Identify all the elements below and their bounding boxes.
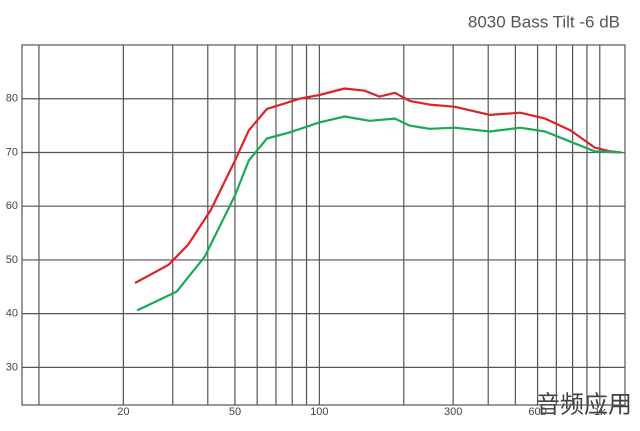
x-tick-label: 50 xyxy=(229,406,241,418)
x-tick-label: 1k xyxy=(594,406,606,418)
x-tick-label: 20 xyxy=(117,406,129,418)
x-tick-label: 100 xyxy=(310,406,328,418)
y-tick-label: 80 xyxy=(6,93,18,105)
y-tick-label: 30 xyxy=(6,361,18,373)
plot-frame xyxy=(21,44,626,406)
x-tick-label: 300 xyxy=(444,406,462,418)
chart-title: 8030 Bass Tilt -6 dB xyxy=(468,12,620,31)
y-tick-label: 50 xyxy=(6,254,18,266)
series-line xyxy=(134,87,622,284)
y-tick-label: 40 xyxy=(6,308,18,320)
y-tick-label: 70 xyxy=(6,146,18,158)
y-tick-label: 60 xyxy=(6,200,18,212)
x-tick-label: 600 xyxy=(528,406,546,418)
series-line xyxy=(136,115,622,312)
